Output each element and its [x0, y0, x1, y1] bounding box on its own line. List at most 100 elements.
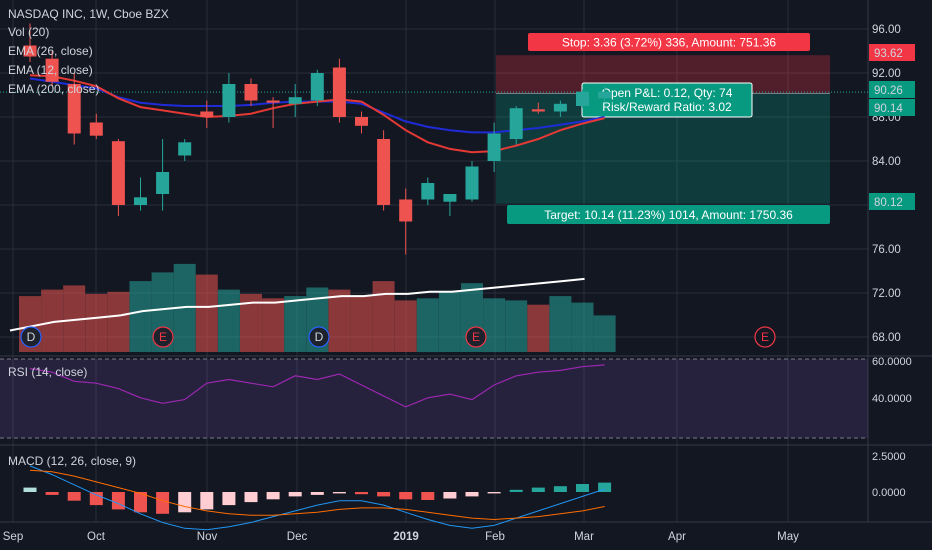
- time-tick-label: May: [777, 531, 799, 543]
- macd-line: [29, 465, 605, 531]
- volume-bar: [217, 289, 240, 352]
- macd-histogram-bar: [45, 492, 59, 495]
- candle-body: [45, 58, 59, 82]
- volume-ma-line: [9, 277, 585, 332]
- macd-histogram-bar: [178, 492, 192, 513]
- event-marker-label: E: [472, 330, 480, 344]
- event-marker-circle[interactable]: [308, 326, 330, 348]
- candle-body: [399, 199, 413, 222]
- pnl-label: Open P&L: 0.12, Qty: 74: [602, 86, 733, 100]
- candle-body: [465, 166, 479, 200]
- candle-body: [266, 100, 280, 103]
- macd-histogram-bar: [443, 492, 457, 499]
- risk-reward-label: Risk/Reward Ratio: 3.02: [602, 100, 732, 114]
- volume-bar: [416, 298, 439, 353]
- rsi-band: [0, 359, 868, 438]
- volume-bar: [483, 298, 506, 353]
- volume-bar: [593, 315, 616, 352]
- stop-label-box[interactable]: [528, 33, 810, 51]
- price-tick-label: 96.00: [872, 24, 901, 36]
- macd-histogram-bar: [531, 487, 545, 492]
- macd-histogram-bar: [465, 492, 479, 497]
- legend-macd[interactable]: MACD (12, 26, close, 9): [8, 454, 137, 468]
- volume-bar: [372, 281, 395, 352]
- macd-histogram-bar: [134, 492, 147, 513]
- macd-histogram-bar: [487, 492, 501, 494]
- time-tick-label: Apr: [668, 531, 686, 543]
- legend-vol[interactable]: Vol (20): [8, 25, 50, 39]
- volume-bar: [63, 285, 86, 352]
- volume-bar: [85, 293, 108, 352]
- candle-body: [443, 194, 457, 202]
- position-zones[interactable]: Stop: 3.36 (3.72%) 336, Amount: 751.36 Ta…: [0, 33, 868, 224]
- macd-histogram-bar: [111, 492, 125, 510]
- price-tick-label: 76.00: [872, 244, 901, 256]
- target-label: Target: 10.14 (11.23%) 1014, Amount: 175…: [544, 208, 793, 222]
- time-tick-label: Mar: [574, 531, 594, 543]
- legend-rsi[interactable]: RSI (14, close): [8, 365, 88, 379]
- event-marker-circle[interactable]: [754, 326, 776, 348]
- volume-bar: [549, 296, 572, 352]
- price-badge-last[interactable]: [869, 81, 915, 98]
- time-tick-label: Feb: [485, 531, 505, 543]
- legend-ema12[interactable]: EMA (12, close): [8, 63, 93, 77]
- macd-histogram-bar: [399, 492, 413, 500]
- volume-bar: [394, 300, 417, 352]
- stop-label: Stop: 3.36 (3.72%) 336, Amount: 751.36: [562, 36, 776, 50]
- event-marker-label: E: [159, 330, 167, 344]
- candles: [23, 23, 612, 255]
- candle-body: [67, 84, 81, 134]
- candle-body: [200, 111, 214, 117]
- macd-histogram-bar: [355, 492, 368, 495]
- price-badge-label-last: 90.26: [874, 85, 903, 97]
- macd-histogram-bar: [222, 492, 236, 506]
- price-badge-label-stop: 93.62: [874, 48, 903, 60]
- event-marker-label: E: [761, 330, 769, 344]
- price-tick-label: 84.00: [872, 156, 901, 168]
- rsi-tick-label: 40.0000: [872, 393, 912, 405]
- volume-bar: [240, 293, 262, 352]
- candle-body: [598, 91, 612, 99]
- time-tick-label: Sep: [3, 531, 23, 543]
- time-tick-label: Dec: [287, 531, 308, 543]
- event-marker-label: D: [27, 330, 36, 344]
- macd-histogram-bar: [310, 492, 324, 495]
- legend-ema200[interactable]: EMA (200, close): [8, 82, 100, 96]
- target-label-box[interactable]: [507, 205, 830, 224]
- price-badge-target[interactable]: [869, 193, 915, 210]
- macd-histogram-bar: [553, 486, 567, 492]
- volume-bar: [328, 289, 351, 352]
- candle-body: [531, 109, 545, 112]
- volume-bar: [438, 291, 461, 352]
- candle-body: [244, 84, 258, 101]
- macd-histogram-bar: [509, 489, 523, 492]
- macd-histogram-bar: [156, 492, 170, 514]
- price-tick-label: 72.00: [872, 288, 901, 300]
- price-tick-label: 68.00: [872, 332, 901, 344]
- symbol-title[interactable]: NASDAQ INC, 1W, Cboe BZX: [8, 7, 169, 21]
- rsi-line: [29, 364, 605, 408]
- candle-body: [509, 108, 523, 139]
- macd-histogram-bar: [89, 492, 103, 506]
- price-badge-stop[interactable]: [869, 44, 915, 61]
- candle-body: [134, 197, 147, 205]
- macd-histogram-bar: [288, 492, 302, 497]
- rsi-tick-label: 60.0000: [872, 356, 912, 368]
- candle-body: [23, 45, 37, 57]
- event-marker-circle[interactable]: [465, 326, 487, 348]
- price-badge-entry[interactable]: [869, 99, 915, 116]
- candle-body: [111, 141, 125, 205]
- event-marker-circle[interactable]: [152, 326, 174, 348]
- legend-ema26[interactable]: EMA (26, close): [8, 44, 93, 58]
- volume-bar: [505, 300, 528, 352]
- price-badge-label-entry: 90.14: [874, 103, 903, 115]
- event-marker-circle[interactable]: [20, 326, 42, 348]
- volume-bar: [527, 304, 550, 352]
- macd-tick-label: 2.5000: [872, 451, 906, 463]
- macd-histogram-bar: [576, 484, 589, 492]
- candle-body: [178, 142, 192, 156]
- grid: [0, 0, 932, 523]
